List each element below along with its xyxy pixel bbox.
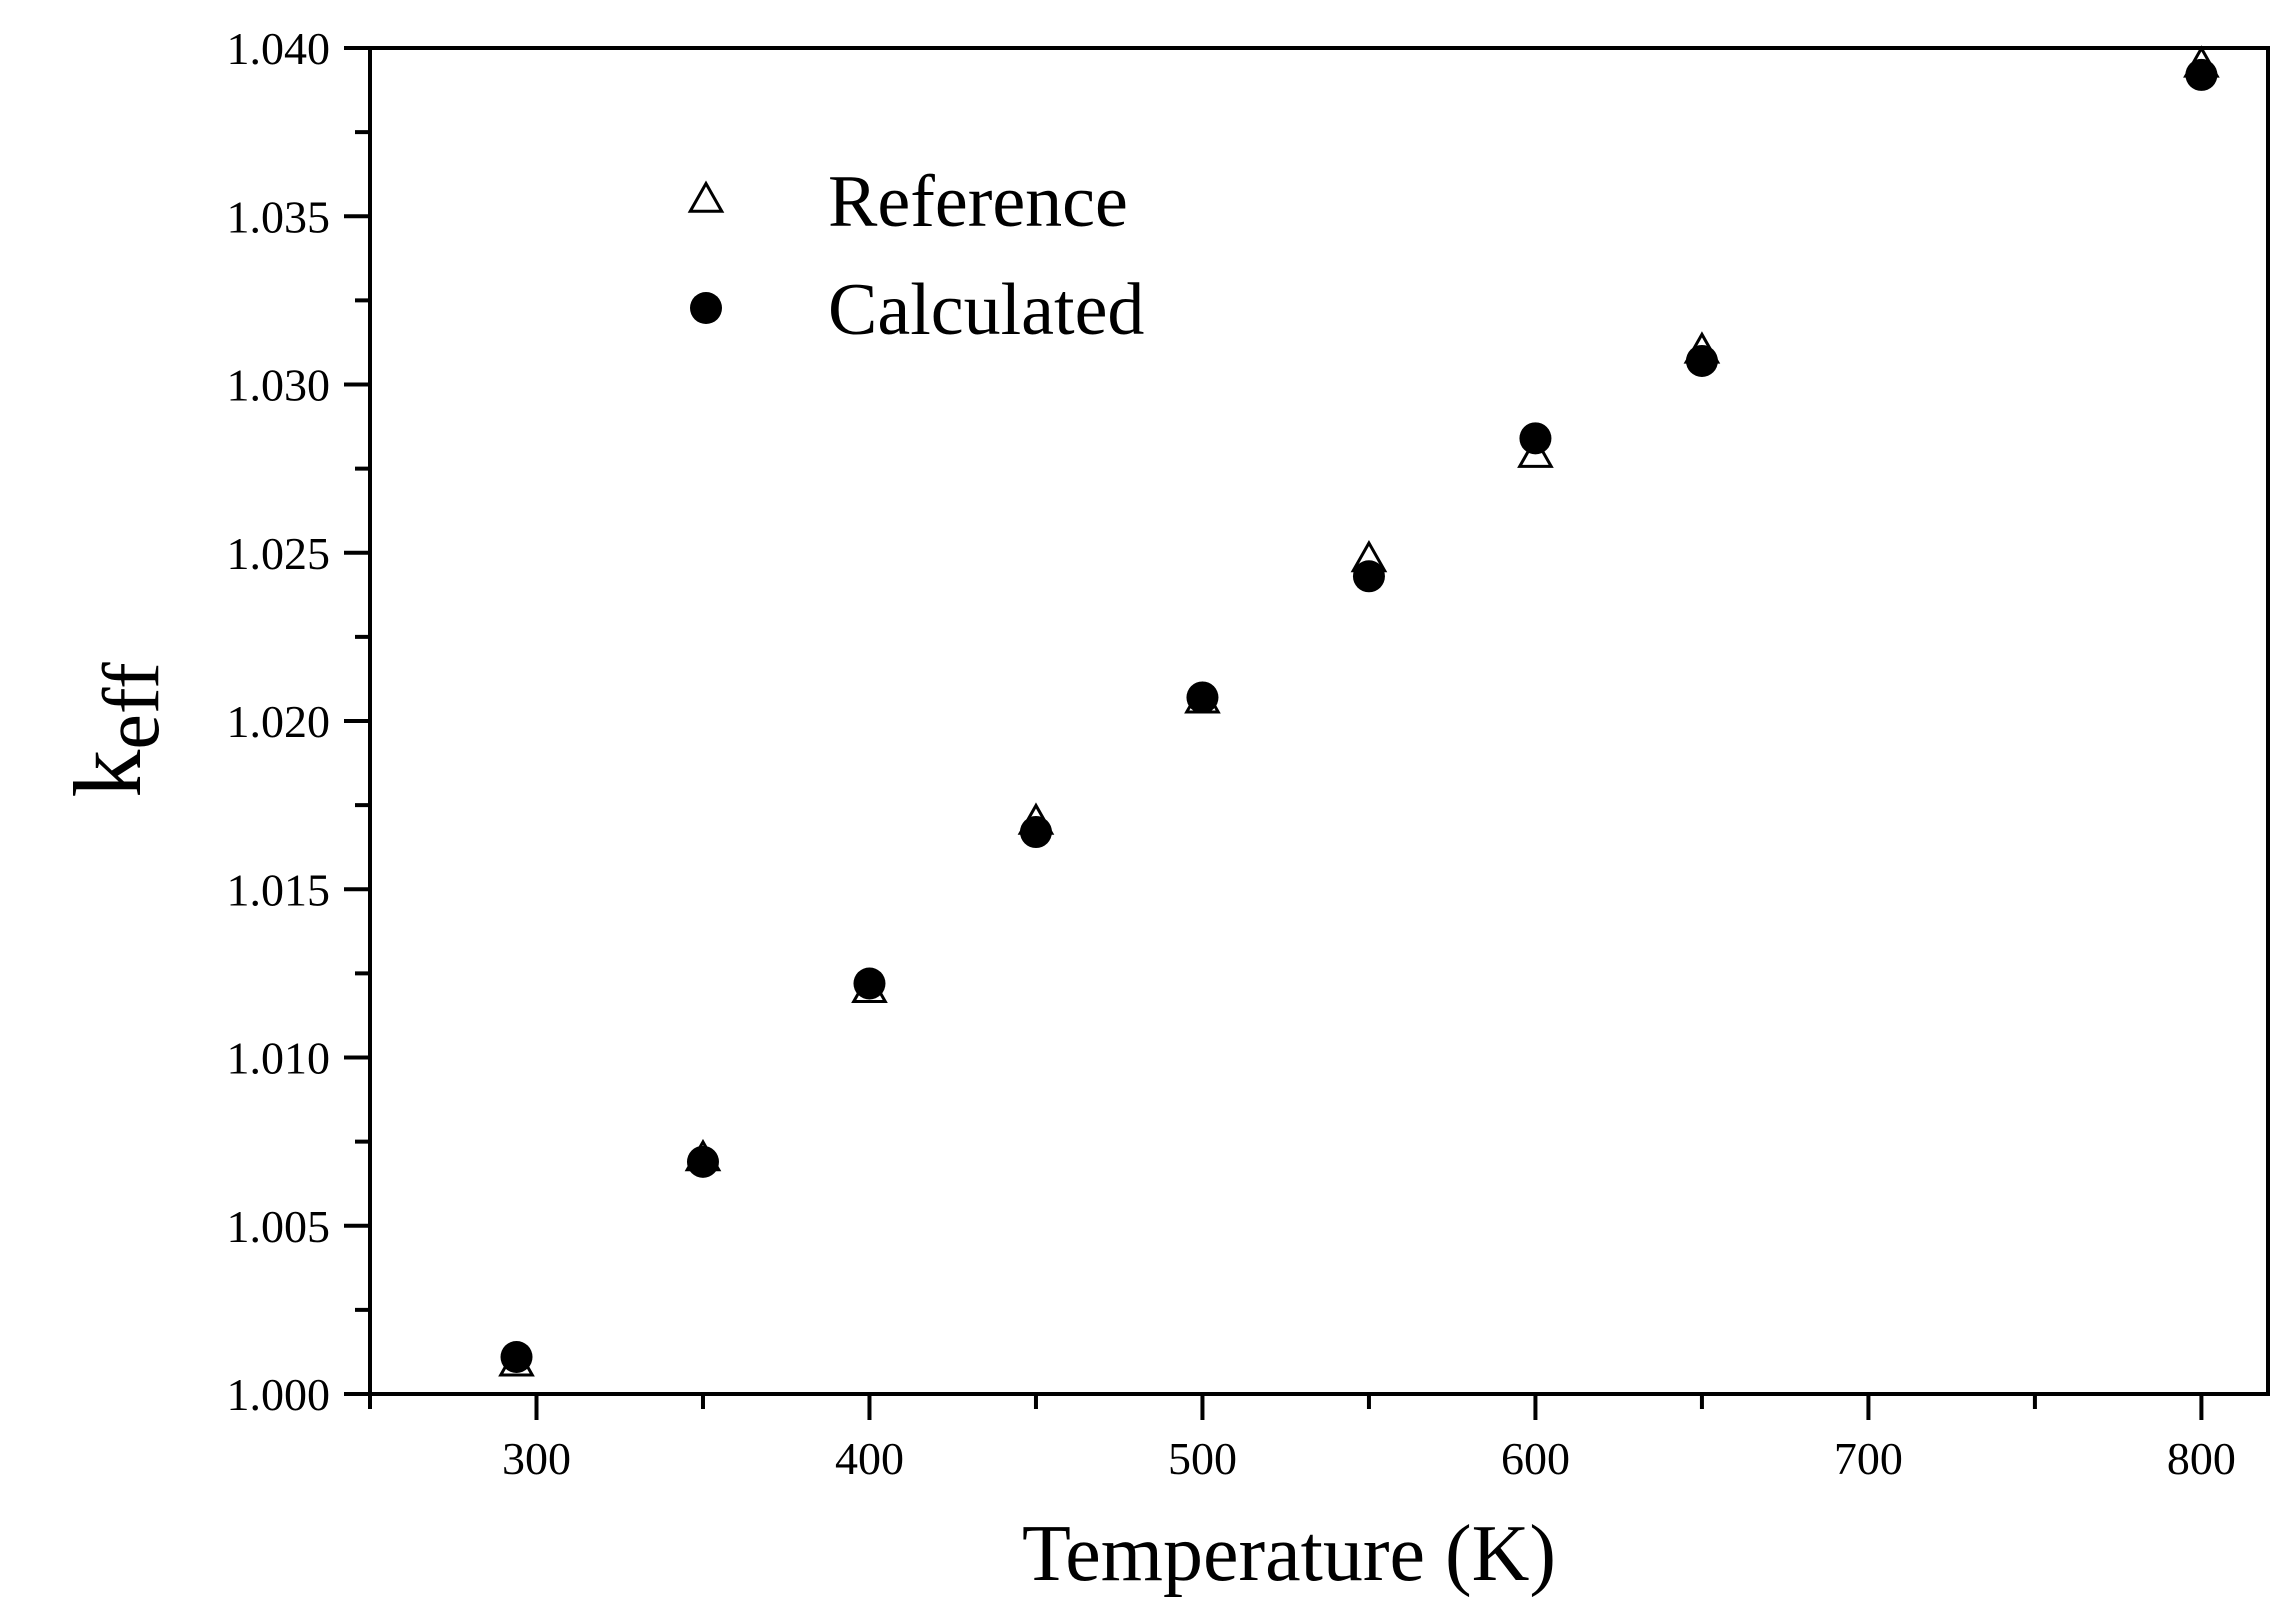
y-tick-label: 1.030 (227, 360, 331, 411)
x-tick-label: 800 (2167, 1433, 2236, 1484)
legend: Reference Calculated (687, 161, 1144, 351)
calculated-point (1519, 422, 1552, 455)
legend-marker-reference (687, 180, 725, 213)
calculated-point (1186, 681, 1219, 714)
y-tick-label: 1.015 (227, 864, 331, 915)
y-tick-label: 1.025 (227, 528, 331, 579)
y-tick-label: 1.040 (227, 23, 331, 74)
legend-marker-calculated (690, 292, 722, 324)
x-tick-label: 400 (835, 1433, 904, 1484)
svg-text:keff: keff (54, 662, 176, 798)
data-points (498, 45, 2220, 1377)
x-axis-title: Temperature (K) (1022, 1510, 1556, 1598)
plot-frame (368, 46, 2270, 1396)
y-tick-label: 1.010 (227, 1033, 331, 1084)
calculated-point (1685, 344, 1718, 377)
x-tick-label: 700 (1834, 1433, 1903, 1484)
x-tick-label: 600 (1501, 1433, 1570, 1484)
y-tick-label: 1.000 (227, 1369, 331, 1420)
y-tick-label: 1.020 (227, 696, 331, 747)
calculated-point (2185, 58, 2218, 91)
x-tick-label: 500 (1168, 1433, 1237, 1484)
calculated-point (500, 1340, 533, 1373)
calculated-point (1352, 560, 1385, 593)
y-axis-title-main: k (54, 750, 161, 798)
legend-label-calculated: Calculated (828, 269, 1144, 351)
legend-label-reference: Reference (828, 161, 1128, 243)
calculated-point (686, 1145, 719, 1178)
x-axis: 300 400 500 600 700 800 (368, 1394, 2236, 1484)
y-tick-label: 1.035 (227, 191, 331, 242)
x-tick-label: 300 (502, 1433, 571, 1484)
y-axis-title-subscript: eff (88, 662, 176, 750)
y-tick-label: 1.005 (227, 1201, 331, 1252)
reference-point (1517, 435, 1554, 468)
y-axis-title: keff (54, 662, 176, 798)
y-axis: 1.000 1.005 1.010 1.015 1.020 1.025 1.030 1.035… (227, 23, 370, 1420)
calculated-point (853, 967, 886, 1000)
calculated-point (1019, 816, 1052, 849)
